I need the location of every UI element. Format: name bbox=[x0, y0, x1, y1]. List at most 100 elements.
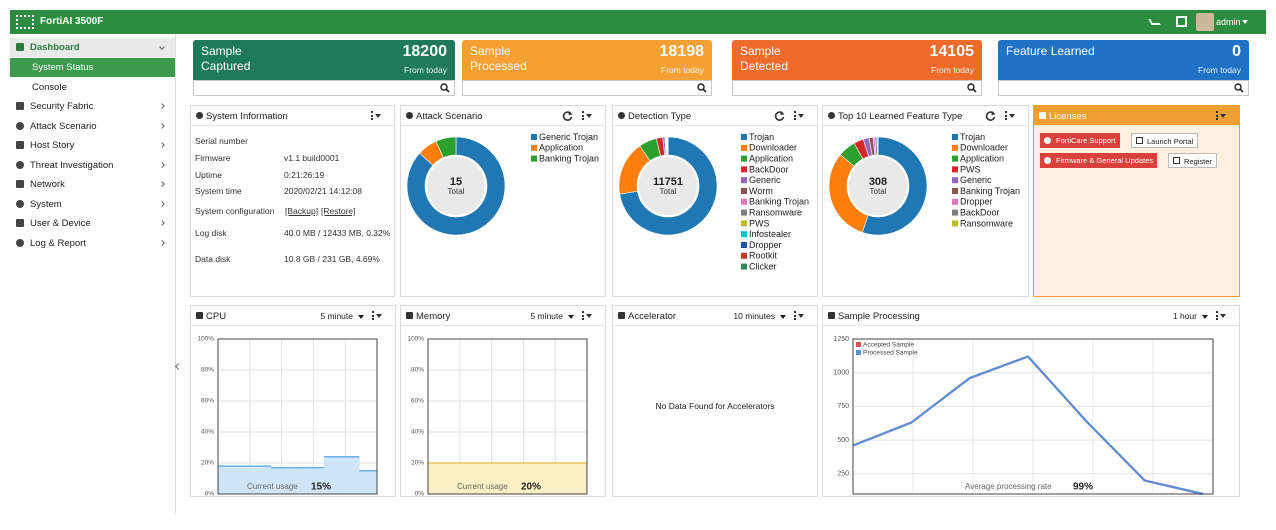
y-tick-label: 60% bbox=[411, 398, 424, 405]
license-action-button[interactable]: Register bbox=[1168, 153, 1217, 168]
search-box[interactable] bbox=[732, 80, 982, 96]
alert-icon bbox=[1044, 137, 1051, 144]
widget: Memory 5 minute 0% 20% 40% 60% 80% 100% Current … bbox=[400, 305, 606, 498]
caret bbox=[376, 314, 382, 318]
legend-label: Generic Trojan bbox=[539, 132, 598, 142]
chart[interactable] bbox=[985, 111, 996, 121]
menu-icon bbox=[16, 219, 24, 227]
caret bbox=[1202, 315, 1208, 319]
widget-header: CPU bbox=[191, 306, 395, 326]
usage-area bbox=[516, 463, 535, 494]
y-tick-label: 100% bbox=[407, 336, 424, 343]
cli-icon[interactable] bbox=[1148, 19, 1161, 25]
legend-swatch bbox=[952, 166, 958, 173]
legend-swatch bbox=[741, 166, 747, 173]
usage-caption: Current usage bbox=[457, 482, 508, 491]
widget-menu[interactable] bbox=[371, 311, 383, 321]
license-status-button[interactable]: FortiCare Support bbox=[1040, 133, 1120, 148]
legend-swatch bbox=[741, 220, 747, 227]
info-label: Log disk bbox=[195, 228, 227, 238]
collapse-toggle[interactable] bbox=[174, 362, 183, 371]
donut-segment bbox=[435, 136, 457, 159]
info-link[interactable]: [Backup] bbox=[285, 206, 319, 216]
widget-menu[interactable] bbox=[793, 311, 805, 321]
menu-item[interactable]: Console bbox=[10, 78, 175, 97]
widget: Sample Processing 1 hour 250 500 750 1000 1250… bbox=[822, 305, 1240, 497]
period-select[interactable]: 5 minute bbox=[509, 310, 575, 323]
menu-item[interactable]: Network bbox=[10, 175, 175, 194]
chart[interactable] bbox=[774, 111, 785, 121]
usage-area bbox=[253, 466, 272, 494]
fullscreen-icon[interactable] bbox=[1176, 16, 1187, 27]
menu-icon bbox=[16, 121, 24, 130]
legend-label: Dropper bbox=[749, 240, 782, 250]
dot bbox=[1216, 118, 1218, 120]
legend-label: Application bbox=[539, 143, 583, 153]
license-action-button[interactable]: Launch Portal bbox=[1131, 133, 1199, 148]
menu-item[interactable]: Host Story bbox=[10, 136, 175, 155]
legend-label: Trojan bbox=[960, 132, 985, 142]
plot-frame bbox=[852, 338, 1214, 495]
legend-label: Ransomware bbox=[749, 207, 802, 217]
widget-header: Detection Type bbox=[613, 106, 817, 126]
widget-menu[interactable] bbox=[1215, 111, 1227, 121]
legend-label: PWS bbox=[960, 164, 981, 174]
menu-item[interactable]: Attack Scenario bbox=[10, 117, 175, 136]
widget-menu[interactable] bbox=[370, 111, 382, 121]
chart[interactable] bbox=[562, 111, 573, 121]
stat-card: Feature Learned 0 From today bbox=[998, 40, 1249, 80]
period-select[interactable]: 1 hour bbox=[1143, 310, 1209, 323]
search-icon-handle bbox=[445, 88, 450, 93]
legend-label: Banking Trojan bbox=[539, 153, 599, 163]
period-select[interactable]: 5 minute bbox=[299, 310, 365, 323]
rate-caption: Average processing rate bbox=[965, 482, 1052, 491]
chart: TrojanDownloaderApplicationPWSGenericBan… bbox=[828, 132, 1020, 236]
user-menu[interactable]: admin bbox=[1216, 17, 1241, 27]
period-label: 5 minute bbox=[530, 311, 563, 321]
widget-menu[interactable] bbox=[581, 311, 593, 321]
widget-menu[interactable] bbox=[581, 111, 593, 121]
usage-area bbox=[271, 467, 289, 494]
period-select[interactable]: 10 minutes bbox=[721, 310, 787, 323]
widget-menu[interactable] bbox=[1215, 311, 1227, 321]
y-tick-label: 100% bbox=[197, 336, 214, 343]
license-status-button[interactable]: Firmware & General Updates bbox=[1040, 153, 1158, 168]
menu-item[interactable]: Security Fabric bbox=[10, 97, 175, 116]
widget-menu[interactable] bbox=[793, 111, 805, 121]
info-link[interactable]: [Restore] bbox=[321, 206, 356, 216]
stat-caption: From today bbox=[931, 65, 974, 75]
search-box[interactable] bbox=[462, 80, 712, 96]
widget-header: System Information bbox=[191, 106, 394, 126]
search-box[interactable] bbox=[193, 80, 455, 96]
usage-area bbox=[463, 463, 482, 494]
sidebar: Dashboard System Status Console Security Fa… bbox=[10, 34, 176, 514]
search-box[interactable] bbox=[998, 80, 1249, 96]
search-icon-handle bbox=[702, 88, 707, 93]
refresh-arrow bbox=[780, 111, 785, 115]
donut-total-label: Total bbox=[870, 187, 887, 196]
widget-icon bbox=[406, 312, 413, 319]
dot bbox=[1216, 111, 1218, 113]
stat-title: Sample Detected bbox=[740, 44, 789, 73]
widget-icon bbox=[618, 112, 625, 119]
widget-icon bbox=[828, 312, 835, 319]
caret bbox=[358, 315, 364, 319]
menu-item[interactable]: Threat Investigation bbox=[10, 156, 175, 175]
stat-caption: From today bbox=[661, 65, 704, 75]
chevron bbox=[159, 220, 165, 226]
dot bbox=[372, 318, 374, 320]
legend-swatch bbox=[952, 188, 958, 194]
menu-item[interactable]: Dashboard bbox=[10, 38, 175, 57]
widget: Licenses FortiCare Support Launch Portal Fi… bbox=[1033, 105, 1240, 297]
chevron bbox=[159, 239, 165, 246]
info-value: 2020/02/21 14:12:08 bbox=[284, 186, 362, 196]
avatar[interactable] bbox=[1196, 13, 1214, 31]
widget-menu[interactable] bbox=[1004, 111, 1016, 121]
menu-item[interactable]: Log & Report bbox=[10, 234, 175, 253]
menu-item[interactable]: User & Device bbox=[10, 214, 175, 233]
menu-item[interactable]: System bbox=[10, 195, 175, 214]
caret bbox=[586, 314, 592, 318]
menu-item[interactable]: System Status bbox=[10, 58, 175, 77]
dot bbox=[794, 118, 796, 120]
